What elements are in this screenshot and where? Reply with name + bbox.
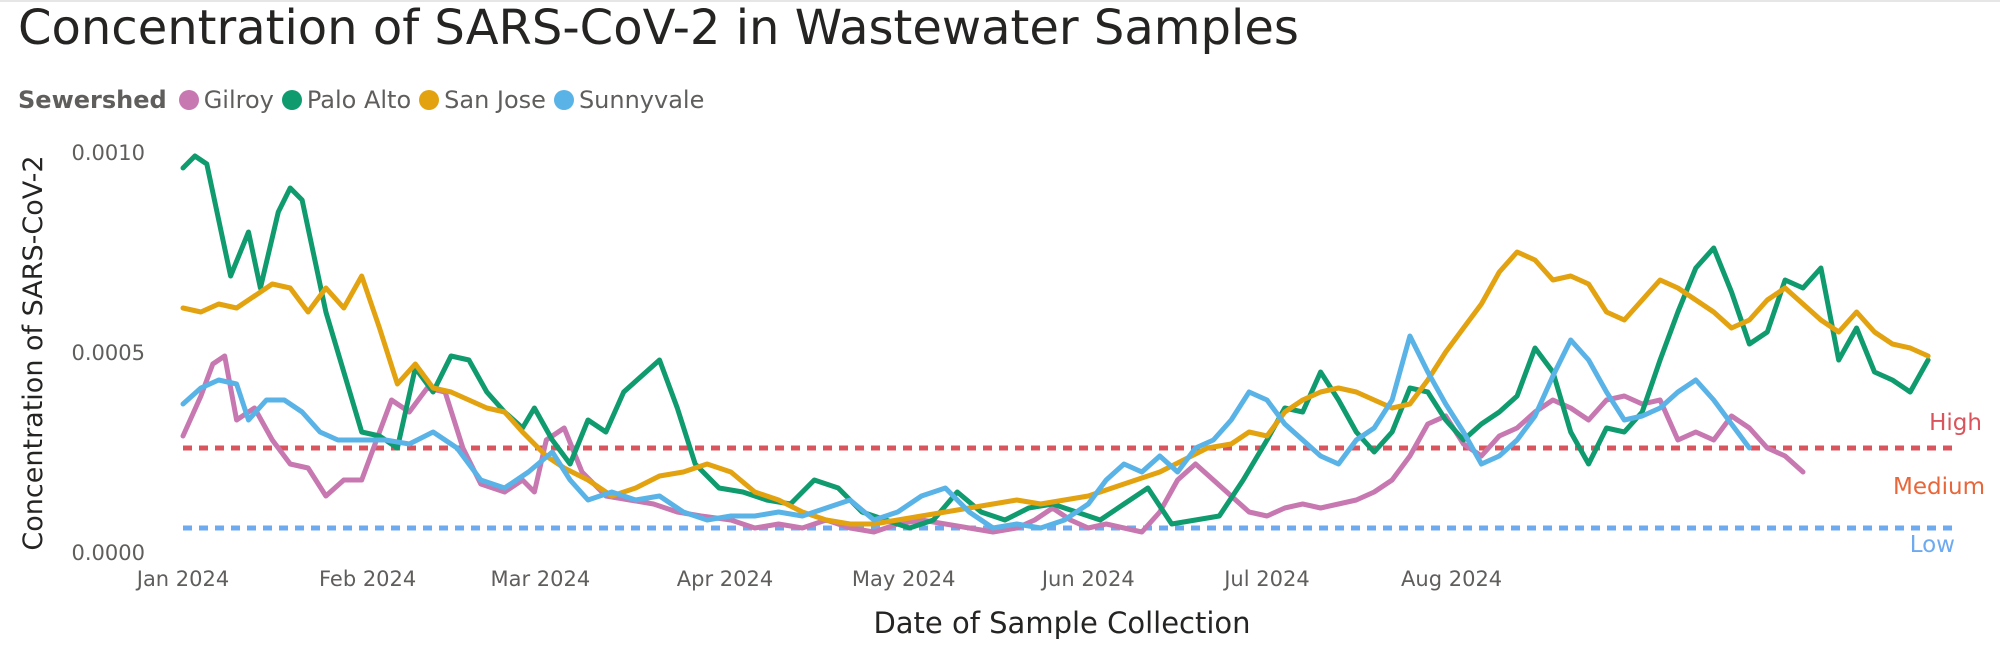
legend-label: Sunnyvale (578, 86, 705, 114)
series-line-sunnyvale[interactable] (180, 333, 1752, 531)
legend-dot-icon (178, 90, 199, 110)
legend-item-sunnyvale[interactable]: Sunnyvale (553, 86, 705, 114)
legend-item-palo-alto[interactable]: Palo Alto (281, 86, 412, 114)
legend-item-gilroy[interactable]: Gilroy (178, 86, 274, 114)
legend-title: Sewershed (18, 86, 167, 114)
legend-dot-icon (281, 90, 302, 110)
y-axis: 0.0000 0.0005 0.0010 (72, 141, 145, 565)
y-tick-label: 0.0010 (72, 141, 145, 165)
series-lines (180, 153, 1931, 535)
threshold-label-low: Low (1910, 532, 1955, 558)
y-tick-label: 0.0000 (72, 541, 145, 565)
legend-item-san-jose[interactable]: San Jose (419, 86, 546, 114)
x-tick-label: Jun 2024 (1040, 567, 1135, 591)
legend-label: San Jose (444, 86, 546, 114)
threshold-label-high: High (1929, 410, 1982, 436)
x-axis-label: Date of Sample Collection (873, 606, 1250, 640)
top-border (0, 0, 2000, 2)
series-line-gilroy[interactable] (180, 353, 1806, 535)
legend: Sewershed Gilroy Palo Alto San Jose Sunn… (18, 86, 712, 114)
x-tick-label: May 2024 (852, 567, 956, 591)
threshold-labels: High Medium Low (1893, 410, 1985, 558)
x-tick-label: Apr 2024 (677, 567, 773, 591)
x-tick-label: Feb 2024 (319, 567, 416, 591)
x-axis: Jan 2024 Feb 2024 Mar 2024 Apr 2024 May 2024… (135, 567, 1502, 591)
y-axis-label: Concentration of SARS-CoV-2 (18, 155, 49, 550)
x-tick-label: Jul 2024 (1222, 567, 1309, 591)
threshold-lines (183, 445, 1955, 531)
series-line-san-jose[interactable] (180, 249, 1931, 527)
legend-dot-icon (419, 90, 440, 110)
threshold-label-medium: Medium (1893, 474, 1985, 500)
x-tick-label: Aug 2024 (1401, 567, 1502, 591)
legend-label: Gilroy (203, 86, 274, 114)
series-line-palo-alto[interactable] (180, 153, 1931, 531)
x-tick-label: Mar 2024 (490, 567, 590, 591)
legend-dot-icon (553, 90, 574, 110)
legend-label: Palo Alto (306, 86, 412, 114)
y-tick-label: 0.0005 (72, 341, 145, 365)
x-tick-label: Jan 2024 (135, 567, 230, 591)
chart-title: Concentration of SARS-CoV-2 in Wastewate… (18, 0, 1299, 56)
